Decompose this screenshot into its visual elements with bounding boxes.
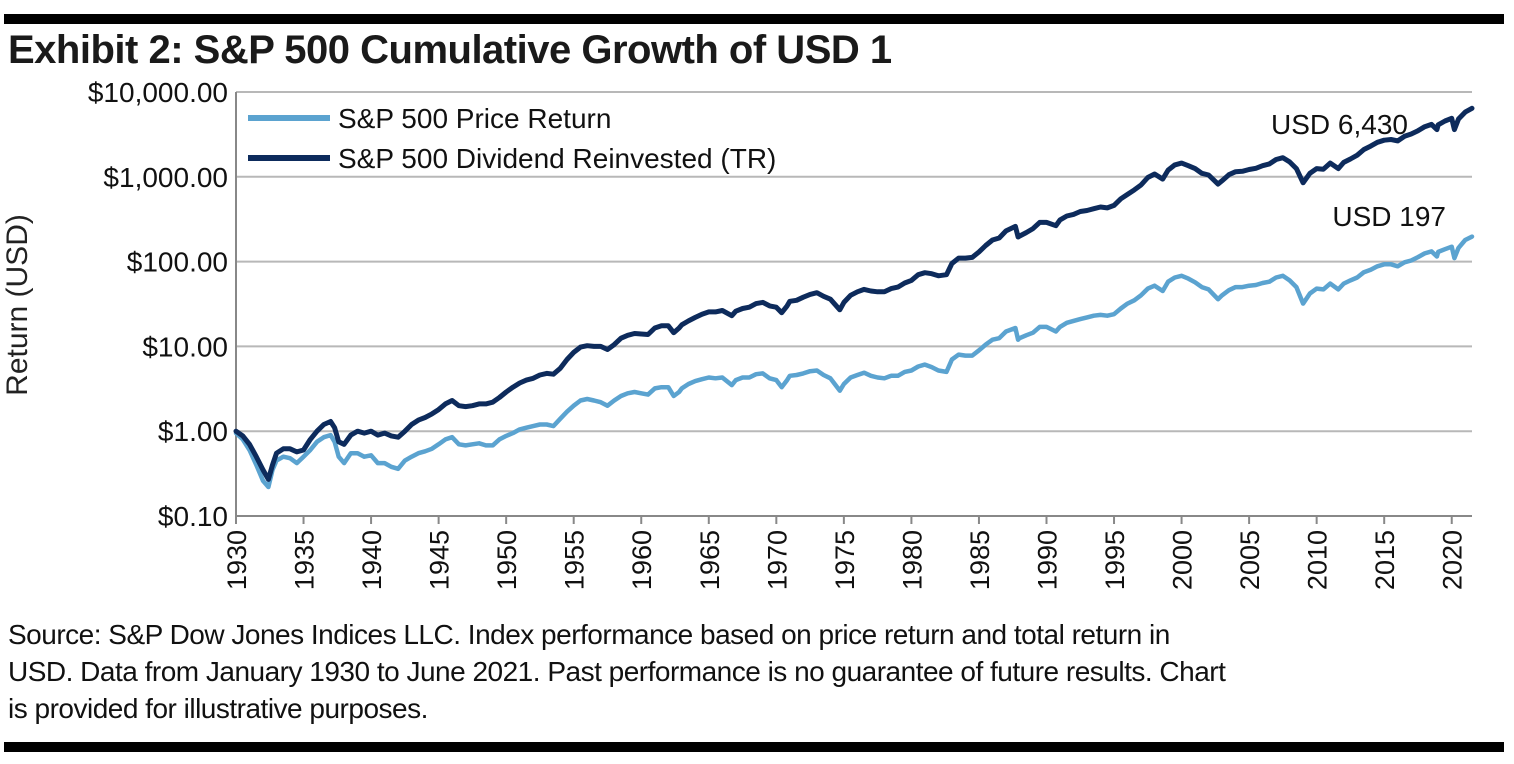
y-tick-label-3: $10.00 <box>142 331 228 362</box>
x-tick-label-17: 2015 <box>1370 530 1400 590</box>
end-label-0: USD 197 <box>1332 201 1446 232</box>
y-tick-label-5: $0.10 <box>158 501 228 532</box>
top-rule <box>4 14 1504 24</box>
x-tick-label-1: 1935 <box>290 530 320 590</box>
x-tick-label-13: 1995 <box>1100 530 1130 590</box>
legend-label-1: S&P 500 Dividend Reinvested (TR) <box>338 143 776 174</box>
series-line-1 <box>233 105 1475 482</box>
x-tick-label-5: 1955 <box>560 530 590 590</box>
legend-label-0: S&P 500 Price Return <box>338 103 611 134</box>
source-line-1: Source: S&P Dow Jones Indices LLC. Index… <box>8 619 1170 650</box>
y-axis-ticks: $10,000.00 $1,000.00 $100.00 $10.00 $1.00 $0.… <box>88 77 228 532</box>
x-tick-label-4: 1950 <box>492 530 522 590</box>
legend: S&P 500 Price Return S&P 500 Dividend Rei… <box>248 103 776 174</box>
end-labels: USD 197 USD 6,430 <box>1271 109 1446 232</box>
x-axis-ticks: 1930 1935 1940 1945 1950 1955 1960 1965 1970 1975… <box>222 516 1468 590</box>
x-tick-label-18: 2020 <box>1438 530 1468 590</box>
x-tick-label-6: 1960 <box>627 530 657 590</box>
bottom-rule <box>4 742 1504 752</box>
chart-title: Exhibit 2: S&P 500 Cumulative Growth of … <box>8 28 892 72</box>
source-note: Source: S&P Dow Jones Indices LLC. Index… <box>8 616 1508 727</box>
y-tick-label-4: $1.00 <box>158 416 228 447</box>
x-tick-label-9: 1975 <box>830 530 860 590</box>
x-tick-label-11: 1985 <box>965 530 995 590</box>
y-tick-label-0: $10,000.00 <box>88 77 228 108</box>
x-tick-label-2: 1940 <box>357 530 387 590</box>
source-line-2: USD. Data from January 1930 to June 2021… <box>8 656 1226 687</box>
gridlines <box>235 91 1472 517</box>
source-line-3: is provided for illustrative purposes. <box>8 693 428 724</box>
x-tick-label-7: 1965 <box>695 530 725 590</box>
y-tick-label-1: $1,000.00 <box>103 162 228 193</box>
end-label-1: USD 6,430 <box>1271 109 1408 140</box>
x-tick-label-14: 2000 <box>1168 530 1198 590</box>
x-tick-label-0: 1930 <box>222 530 252 590</box>
x-tick-label-16: 2010 <box>1303 530 1333 590</box>
series-lines <box>233 105 1475 490</box>
x-tick-label-12: 1990 <box>1032 530 1062 590</box>
x-tick-label-8: 1970 <box>762 530 792 590</box>
x-tick-label-3: 1945 <box>425 530 455 590</box>
series-line-0 <box>233 234 1475 490</box>
x-tick-label-15: 2005 <box>1235 530 1265 590</box>
y-tick-label-2: $100.00 <box>127 247 228 278</box>
x-tick-label-10: 1980 <box>897 530 927 590</box>
